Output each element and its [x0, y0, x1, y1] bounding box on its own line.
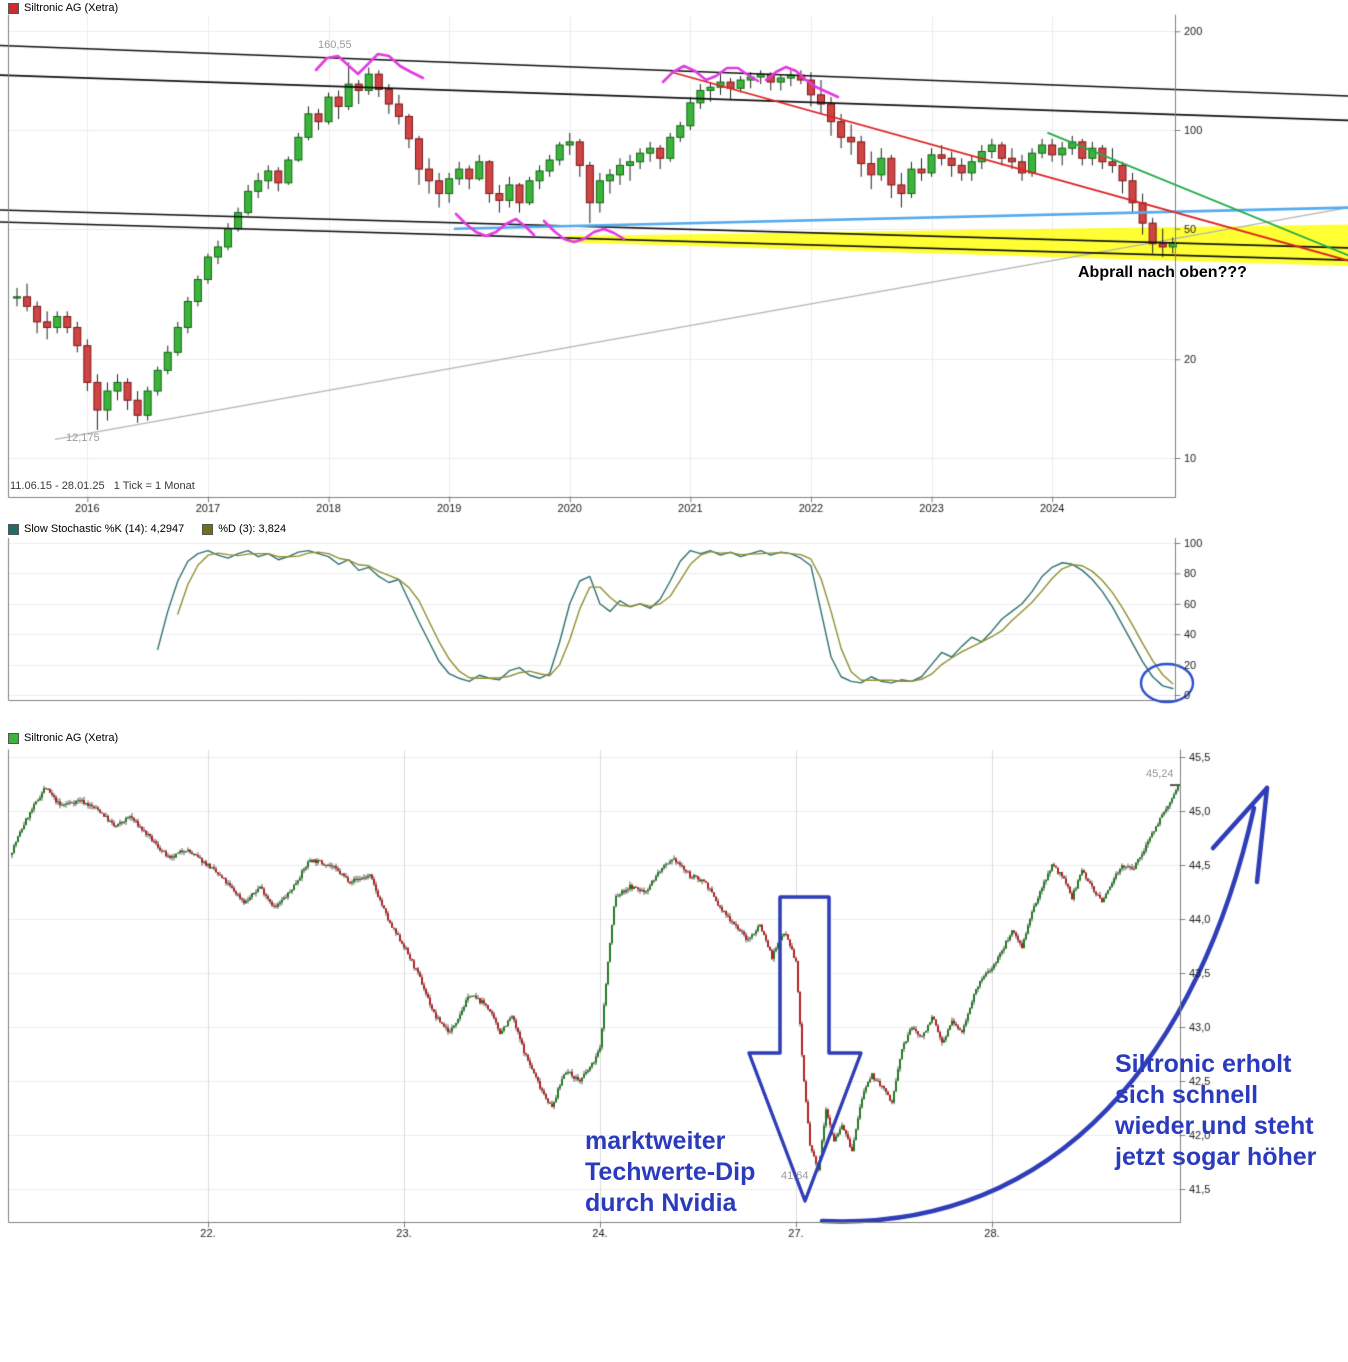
rebound-note: Abprall nach oben??? [1078, 264, 1247, 281]
last-price-label: 45,24 [1146, 768, 1174, 780]
low-price-annotation: 12,175 [66, 432, 100, 444]
high-price-annotation: 160,55 [318, 39, 352, 51]
intraday-series-marker-icon [8, 732, 19, 744]
timeframe-label: 11.06.15 - 28.01.25 1 Tick = 1 Monat [10, 480, 195, 492]
recovery-annotation: Siltronic erholt sich schnell wieder und… [1115, 1050, 1317, 1171]
dip-annotation: marktweiter Techwerte-Dip durch Nvidia [585, 1127, 756, 1217]
intraday-chart-title: Siltronic AG (Xetra) [24, 732, 119, 744]
monthly-chart-legend: Siltronic AG (Xetra) [8, 2, 118, 14]
monthly-chart-title: Siltronic AG (Xetra) [24, 2, 119, 14]
stochastic-d-marker-icon [202, 523, 214, 535]
monthly-chart-canvas [0, 0, 1348, 520]
stochastic-k-label: Slow Stochastic %K (14): 4,2947 [24, 523, 185, 535]
stochastic-d-label: %D (3): 3,824 [218, 523, 287, 535]
series-marker-icon [8, 2, 19, 14]
day-low-label: 41,64 [781, 1170, 809, 1182]
stochastic-k-legend-item: Slow Stochastic %K (14): 4,2947 [8, 523, 184, 535]
stochastic-canvas [0, 520, 1348, 732]
intraday-chart-canvas [0, 732, 1348, 1362]
intraday-chart-legend: Siltronic AG (Xetra) [8, 732, 118, 744]
stochastic-k-marker-icon [8, 523, 19, 535]
stochastic-d-legend-item: %D (3): 3,824 [202, 523, 286, 535]
stochastic-legend: Slow Stochastic %K (14): 4,2947 %D (3): … [8, 523, 286, 535]
